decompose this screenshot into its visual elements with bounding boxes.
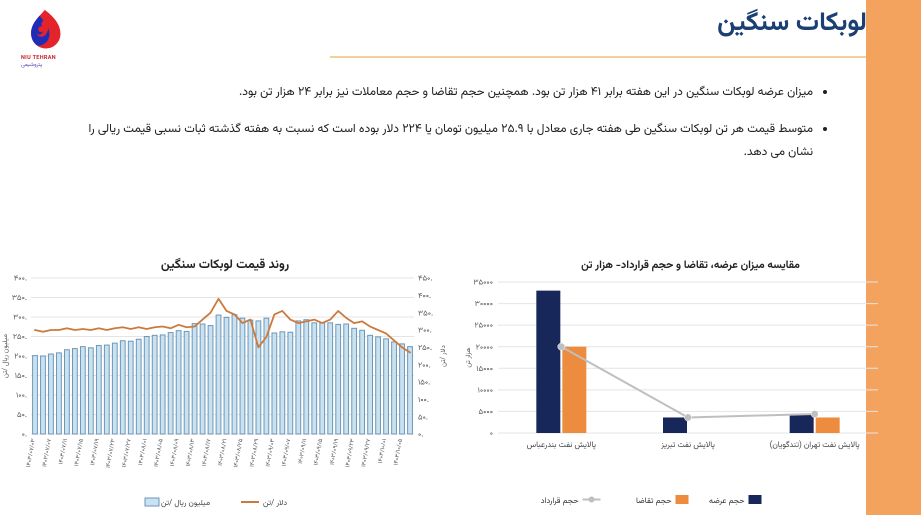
svg-text:پالایش نفت تهران (تندگویان): پالایش نفت تهران (تندگویان): [770, 440, 861, 452]
svg-text:دلار /تن: دلار /تن: [263, 498, 287, 510]
svg-text:۱۴۰۳/۰۷/۰۳: ۱۴۰۳/۰۷/۰۳: [25, 438, 39, 468]
svg-text:۱۵۰.: ۱۵۰.: [418, 378, 430, 390]
svg-text:حجم قرارداد: حجم قرارداد: [541, 496, 579, 508]
svg-text:۲۵۰.: ۲۵۰.: [418, 343, 432, 355]
svg-text:۱۴۰۳/۰۷/۰۷: ۱۴۰۳/۰۷/۰۷: [41, 438, 55, 468]
svg-text:پالایش نفت تبریز: پالایش نفت تبریز: [660, 440, 715, 452]
svg-text:۲۵۰.: ۲۵۰.: [13, 332, 27, 344]
svg-text:۰: ۰: [490, 429, 493, 441]
svg-text:۵۰.: ۵۰.: [418, 412, 428, 424]
svg-text:۱۴۰۳/۰۸/۲۹: ۱۴۰۳/۰۸/۲۹: [249, 438, 263, 468]
svg-text:دلار /تن: دلار /تن: [438, 345, 449, 367]
svg-text:۱۴۰۳/۰۸/۱۷: ۱۴۰۳/۰۸/۱۷: [201, 438, 215, 468]
svg-text:۱۴۰۳/۰۷/۲۳: ۱۴۰۳/۰۷/۲۳: [105, 438, 119, 469]
svg-text:۳۵۰.: ۳۵۰.: [418, 308, 433, 320]
svg-text:۱۴۰۳/۰۸/۱۳: ۱۴۰۳/۰۸/۱۳: [185, 438, 199, 468]
svg-text:۱۴۰۳/۰۹/۱۱: ۱۴۰۳/۰۹/۱۱: [297, 438, 310, 465]
svg-text:۰.: ۰.: [418, 430, 423, 442]
svg-text:۳۵۰.: ۳۵۰.: [12, 293, 27, 305]
svg-text:۴۰۰.: ۴۰۰.: [14, 274, 27, 286]
svg-text:۲۰۰.: ۲۰۰.: [418, 360, 431, 372]
svg-text:۰.: ۰.: [22, 430, 27, 442]
svg-text:حجم عرضه: حجم عرضه: [709, 496, 745, 508]
svg-text:۱۰۰.: ۱۰۰.: [418, 395, 429, 407]
svg-text:۱۵۰.: ۱۵۰.: [15, 371, 27, 383]
svg-text:۳۰۰۰۰: ۳۰۰۰۰: [475, 299, 493, 311]
svg-text:۱۰۰.: ۱۰۰.: [16, 391, 27, 403]
svg-text:۱۴۰۳/۰۹/۱۹: ۱۴۰۳/۰۹/۱۹: [329, 438, 343, 466]
svg-text:۱۴۰۳/۰۸/۲۵: ۱۴۰۳/۰۸/۲۵: [232, 438, 246, 469]
svg-text:۱۵۰۰۰: ۱۵۰۰۰: [476, 364, 493, 376]
svg-text:۱۴۰۳/۰۹/۰۳: ۱۴۰۳/۰۹/۰۳: [264, 438, 278, 468]
svg-text:میلیون ریال /تن: میلیون ریال /تن: [161, 498, 210, 510]
svg-text:۱۴۰۳/۱۰/۰۵: ۱۴۰۳/۱۰/۰۵: [392, 438, 406, 467]
svg-text:۳۰۰.: ۳۰۰.: [13, 313, 27, 325]
svg-text:۱۴۰۳/۱۰/۰۱: ۱۴۰۳/۱۰/۰۱: [377, 438, 390, 465]
svg-text:۱۴۰۳/۰۷/۱۵: ۱۴۰۳/۰۷/۱۵: [73, 438, 87, 468]
svg-text:۱۴۰۳/۰۹/۲۷: ۱۴۰۳/۰۹/۲۷: [360, 438, 374, 468]
svg-text:۱۴۰۳/۰۹/۱۵: ۱۴۰۳/۰۹/۱۵: [313, 438, 327, 467]
svg-text:۱۴۰۳/۰۹/۰۷: ۱۴۰۳/۰۹/۰۷: [281, 438, 295, 468]
svg-text:پالایش نفت بندرعباس: پالایش نفت بندرعباس: [527, 440, 597, 452]
svg-text:۲۰۰.: ۲۰۰.: [14, 352, 27, 364]
svg-text:۴۰۰.: ۴۰۰.: [418, 291, 431, 303]
svg-text:۱۴۰۳/۰۷/۲۷: ۱۴۰۳/۰۷/۲۷: [121, 438, 135, 469]
svg-text:۳۵۰۰۰: ۳۵۰۰۰: [473, 278, 493, 290]
svg-text:۳۰۰.: ۳۰۰.: [418, 326, 432, 338]
svg-text:۱۴۰۳/۰۸/۲۱: ۱۴۰۳/۰۸/۲۱: [217, 438, 231, 467]
svg-text:۲۰۰۰۰: ۲۰۰۰۰: [476, 342, 493, 354]
svg-text:مقایسه میزان عرضه، تقاضا و حجم: مقایسه میزان عرضه، تقاضا و حجم قرارداد- …: [581, 257, 800, 274]
svg-text:۱۴۰۳/۰۸/۰۵: ۱۴۰۳/۰۸/۰۵: [153, 438, 167, 468]
svg-text:هزار تن: هزار تن: [463, 347, 474, 367]
svg-text:۱۰۰۰۰: ۱۰۰۰۰: [478, 385, 493, 397]
svg-text:۱۴۰۳/۰۹/۲۳: ۱۴۰۳/۰۹/۲۳: [344, 438, 358, 468]
svg-text:۱۴۰۳/۰۸/۰۹: ۱۴۰۳/۰۸/۰۹: [169, 438, 183, 467]
svg-text:حجم تقاضا: حجم تقاضا: [636, 496, 672, 508]
svg-text:۵۰.: ۵۰.: [17, 410, 27, 422]
svg-text:۱۴۰۳/۰۷/۱۱: ۱۴۰۳/۰۷/۱۱: [57, 438, 70, 466]
svg-text:۵۰۰۰: ۵۰۰۰: [479, 407, 493, 419]
svg-text:میلیون ریال /تن: میلیون ریال /تن: [0, 334, 11, 378]
svg-text:۱۴۰۳/۰۸/۰۱: ۱۴۰۳/۰۸/۰۱: [137, 438, 151, 466]
svg-text:۲۵۰۰۰: ۲۵۰۰۰: [474, 321, 493, 333]
svg-text:۱۴۰۳/۰۷/۱۹: ۱۴۰۳/۰۷/۱۹: [89, 438, 103, 467]
svg-text:روند قیمت لوبکات سنگین: روند قیمت لوبکات سنگین: [161, 255, 290, 275]
svg-text:۴۵۰.: ۴۵۰.: [418, 274, 432, 286]
